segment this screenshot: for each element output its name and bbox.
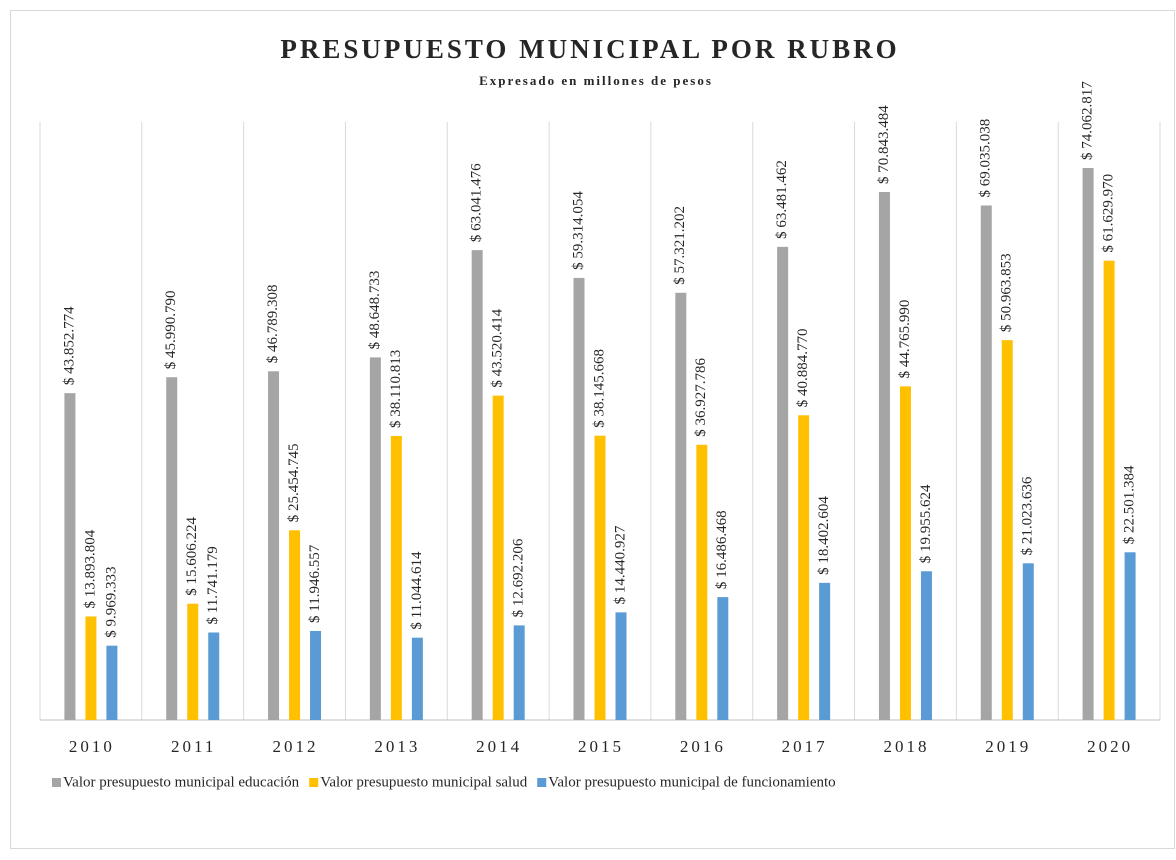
data-label: $ 12.692.206 <box>511 538 527 617</box>
data-label: $ 14.440.927 <box>612 525 628 604</box>
bar <box>471 250 483 721</box>
bar <box>390 435 402 720</box>
data-label: $ 38.145.668 <box>591 349 607 428</box>
data-label: $ 21.023.636 <box>1020 476 1036 555</box>
bar <box>675 292 687 720</box>
bar <box>289 530 301 720</box>
data-label: $ 70.843.484 <box>876 105 892 184</box>
legend-label: Valor presupuesto municipal salud <box>320 774 528 790</box>
bar <box>878 191 890 720</box>
x-tick-label: 2017 <box>782 737 828 756</box>
data-label: $ 11.946.557 <box>307 544 323 623</box>
bar <box>411 637 423 720</box>
bar <box>819 582 831 720</box>
bar <box>1103 260 1115 720</box>
bar <box>208 632 220 720</box>
data-label: $ 36.927.786 <box>693 358 709 437</box>
data-label: $ 43.520.414 <box>490 308 506 387</box>
bar <box>1124 552 1136 720</box>
x-tick-label: 2012 <box>273 737 319 756</box>
bar <box>369 357 381 720</box>
data-label: $ 57.321.202 <box>672 206 688 285</box>
data-label: $ 22.501.384 <box>1122 465 1138 544</box>
data-label: $ 74.062.817 <box>1080 81 1096 160</box>
x-tick-label: 2015 <box>578 737 624 756</box>
bar <box>310 630 322 720</box>
data-label: $ 45.990.790 <box>163 290 179 369</box>
data-label: $ 43.852.774 <box>61 306 77 385</box>
data-label: $ 25.454.745 <box>286 444 302 523</box>
data-label: $ 18.402.604 <box>816 496 832 575</box>
data-label: $ 69.035.038 <box>978 119 994 198</box>
data-label: $ 16.486.468 <box>714 510 730 589</box>
bar <box>717 597 729 720</box>
bar <box>166 377 178 720</box>
legend-label: Valor presupuesto municipal de funcionam… <box>548 774 835 790</box>
bar <box>980 205 992 720</box>
x-tick-label: 2010 <box>69 737 115 756</box>
data-label: $ 40.884.770 <box>795 329 811 408</box>
x-tick-label: 2014 <box>476 737 522 756</box>
data-label: $ 44.765.990 <box>897 300 913 379</box>
bar <box>594 435 606 720</box>
data-label: $ 61.629.970 <box>1101 174 1117 253</box>
bar <box>696 444 708 720</box>
x-tick-label: 2020 <box>1087 737 1133 756</box>
data-label: $ 13.893.804 <box>82 529 98 608</box>
chart-subtitle: Expresado en millones de pesos <box>479 73 713 88</box>
data-label: $ 50.963.853 <box>999 253 1015 332</box>
bar <box>1082 168 1094 720</box>
bar <box>1022 563 1034 720</box>
bar <box>899 386 911 720</box>
bar <box>187 603 199 720</box>
bar <box>106 645 118 720</box>
x-tick-label: 2011 <box>171 737 216 756</box>
data-label: $ 15.606.224 <box>184 516 200 595</box>
bar <box>268 371 280 720</box>
bar <box>513 625 525 720</box>
data-label: $ 38.110.813 <box>388 350 404 428</box>
bar <box>1001 340 1013 720</box>
bar <box>920 571 932 720</box>
data-label: $ 19.955.624 <box>918 484 934 563</box>
bar <box>798 415 810 720</box>
legend-swatch <box>52 778 61 787</box>
data-label: $ 46.789.308 <box>265 285 281 364</box>
data-label: $ 59.314.054 <box>570 191 586 270</box>
chart-border <box>10 10 1175 849</box>
bar <box>615 612 627 720</box>
bar <box>777 246 789 720</box>
data-label: $ 63.481.462 <box>774 160 790 239</box>
legend-swatch <box>537 778 547 787</box>
data-label: $ 63.041.476 <box>469 163 485 242</box>
bar <box>492 395 504 720</box>
bar <box>85 616 97 720</box>
bar <box>64 393 76 720</box>
data-label: $ 11.741.179 <box>205 546 221 624</box>
x-tick-label: 2016 <box>680 737 726 756</box>
x-tick-label: 2019 <box>985 737 1031 756</box>
chart-title: PRESUPUESTO MUNICIPAL POR RUBRO <box>280 34 899 64</box>
legend-swatch <box>309 778 319 787</box>
x-tick-label: 2018 <box>883 737 929 756</box>
data-label: $ 11.044.614 <box>409 551 425 630</box>
data-label: $ 48.648.733 <box>367 271 383 350</box>
data-label: $ 9.969.333 <box>103 566 119 637</box>
x-tick-label: 2013 <box>374 737 420 756</box>
bar <box>573 277 585 720</box>
legend-label: Valor presupuesto municipal educación <box>63 774 300 790</box>
